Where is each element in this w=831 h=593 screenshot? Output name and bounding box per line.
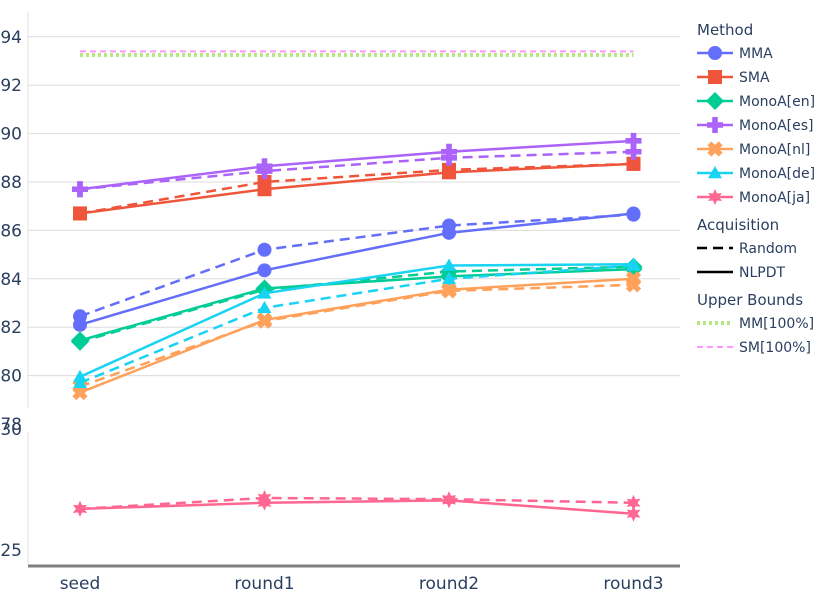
series-line-MonoA[nl]-nlpdt — [79, 277, 634, 394]
point-MMA-nlpdt — [626, 206, 641, 221]
point-MonoA[ja]-nlpdt — [442, 492, 456, 509]
point-MonoA[nl]-nlpdt — [441, 282, 457, 298]
x-tick-label: seed — [60, 574, 101, 593]
legend-marker — [708, 70, 722, 84]
point-MonoA[de]-nlpdt — [626, 257, 641, 270]
series-line-MonoA[es]-nlpdt — [79, 139, 634, 191]
point-SMA-nlpdt — [442, 165, 456, 180]
legend-marker — [708, 46, 722, 60]
series-line-MMA-nlpdt — [79, 212, 634, 326]
point-SMA-nlpdt — [73, 206, 87, 221]
series-line-MonoA[de]-random — [79, 264, 634, 385]
series-line-MonoA[en]-random — [79, 265, 634, 343]
series-line-MonoA[en]-nlpdt — [79, 267, 634, 342]
point-SMA-nlpdt — [257, 182, 272, 197]
point-MonoA[es]-nlpdt — [441, 143, 457, 160]
y-tick-label: 88 — [0, 173, 22, 193]
legend-label: MonoA[ja] — [739, 190, 810, 206]
legend-marker — [707, 117, 723, 133]
legend-marker — [706, 92, 724, 110]
point-MonoA[de]-nlpdt — [73, 369, 87, 383]
point-SMA-nlpdt — [626, 156, 641, 171]
point-MonoA[ja]-nlpdt — [73, 500, 87, 517]
point-MonoA[es]-nlpdt — [72, 181, 88, 198]
point-MonoA[de]-random — [442, 271, 456, 285]
point-MonoA[es]-nlpdt — [625, 132, 642, 149]
plot-area: 78 80 82 84 86 88 90 92 94 25 30 seed round1 round2 ro… — [0, 12, 680, 593]
legend-label: MMA — [739, 46, 773, 62]
point-MonoA[nl]-nlpdt — [256, 312, 273, 328]
series-line-MonoA[ja]-nlpdt — [79, 499, 634, 515]
point-MMA-nlpdt — [257, 263, 272, 278]
point-MMA-nlpdt — [73, 317, 87, 332]
legend-marker — [707, 141, 723, 157]
point-MonoA[nl]-nlpdt — [625, 271, 642, 287]
legend-group-title: Acquisition — [697, 216, 779, 234]
y-tick-label: 94 — [0, 28, 22, 48]
marker-shape — [256, 312, 273, 328]
legend-label: SM[100%] — [739, 340, 811, 356]
point-MonoA[es]-random — [625, 143, 642, 160]
point-MonoA[de]-nlpdt — [442, 258, 456, 271]
y-tick-label: 84 — [0, 270, 22, 290]
y-tick-label: 30 — [0, 420, 22, 440]
series-line-SMA-random — [79, 162, 634, 215]
y-tick-label: 25 — [0, 541, 22, 561]
y-tick-label: 92 — [0, 76, 22, 96]
y-tick-label: 86 — [0, 221, 22, 241]
legend-label: MonoA[es] — [739, 118, 814, 134]
legend-label: MonoA[en] — [739, 94, 815, 110]
y-tick-label: 80 — [0, 367, 22, 387]
legend-marker — [708, 189, 722, 205]
legend-label: MM[100%] — [739, 316, 814, 332]
legend-label: SMA — [739, 70, 770, 86]
point-MMA-random — [257, 242, 272, 257]
marker-shape — [707, 141, 723, 157]
y-tick-label: 90 — [0, 125, 22, 145]
legend-group-title: Upper Bounds — [697, 291, 803, 309]
series-line-MonoA[ja]-random — [79, 496, 634, 511]
series-line-MMA-random — [79, 213, 634, 318]
marker-shape — [72, 384, 88, 401]
point-MonoA[de]-nlpdt — [257, 286, 272, 299]
legend-label: Random — [739, 241, 797, 257]
series-line-SMA-nlpdt — [79, 162, 634, 215]
marker-shape — [625, 271, 642, 287]
legend-group-title: Method — [697, 21, 753, 39]
legend-marker — [708, 166, 722, 179]
x-tick-label: round3 — [603, 574, 663, 593]
series-line-MonoA[es]-random — [79, 150, 634, 191]
point-MonoA[nl]-nlpdt — [72, 384, 88, 401]
point-MonoA[ja]-nlpdt — [626, 505, 641, 522]
point-MonoA[en]-nlpdt — [71, 331, 89, 350]
y-tick-label: 82 — [0, 318, 22, 338]
x-tick-label: round1 — [234, 574, 294, 593]
point-MonoA[es]-nlpdt — [256, 158, 273, 175]
legend-label: MonoA[nl] — [739, 142, 810, 158]
legend: Method MMA SMA MonoA[en] MonoA[es] MonoA[nl] M… — [697, 21, 815, 356]
marker-shape — [441, 282, 457, 298]
legend-label: MonoA[de] — [739, 166, 815, 182]
x-tick-label: round2 — [419, 574, 479, 593]
legend-label: NLPDT — [739, 265, 785, 281]
point-MonoA[de]-random — [257, 300, 272, 314]
series-line-MonoA[de]-nlpdt — [79, 263, 634, 378]
point-MonoA[ja]-nlpdt — [257, 494, 272, 511]
point-MonoA[ja]-random — [626, 494, 641, 511]
y-tick-label: 78 — [0, 415, 22, 435]
point-MMA-nlpdt — [442, 225, 456, 240]
